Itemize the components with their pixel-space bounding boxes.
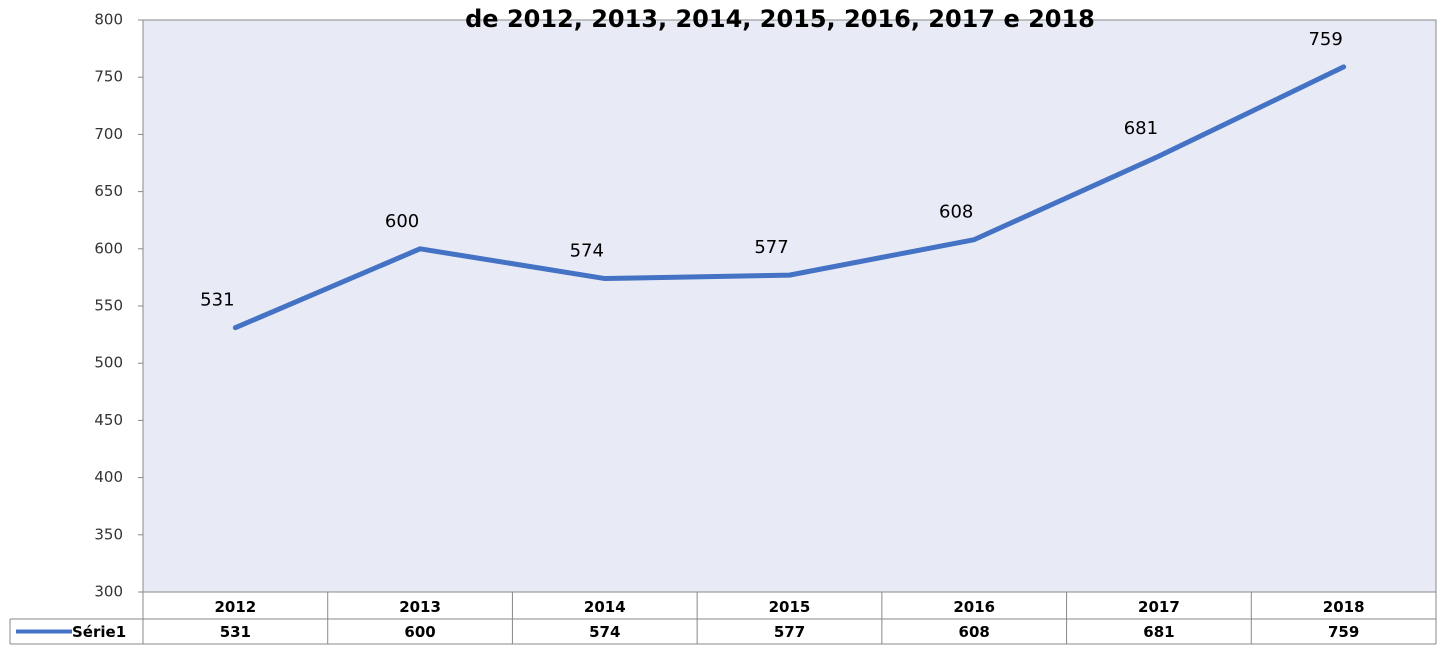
legend-label: Série1: [72, 623, 126, 641]
table-value: 574: [589, 623, 620, 641]
chart-title: de 2012, 2013, 2014, 2015, 2016, 2017 e …: [465, 5, 1095, 33]
table-value: 600: [404, 623, 435, 641]
data-label: 608: [939, 202, 973, 223]
y-tick-label: 350: [94, 525, 123, 543]
table-value: 577: [774, 623, 805, 641]
table-value: 608: [959, 623, 990, 641]
y-tick-label: 450: [94, 411, 123, 429]
y-tick-label: 650: [94, 182, 123, 200]
x-tick-label: 2017: [1138, 598, 1180, 616]
data-label: 759: [1308, 29, 1342, 50]
data-label: 574: [570, 241, 604, 262]
x-tick-label: 2013: [399, 598, 441, 616]
x-tick-label: 2015: [769, 598, 811, 616]
y-tick-label: 550: [94, 297, 123, 315]
y-tick-label: 300: [94, 583, 123, 601]
y-tick-label: 500: [94, 354, 123, 372]
table-value: 681: [1143, 623, 1174, 641]
data-label: 577: [754, 237, 788, 258]
series-line: [232, 64, 1347, 331]
x-tick-label: 2012: [214, 598, 256, 616]
x-tick-label: 2018: [1323, 598, 1365, 616]
table-value: 759: [1328, 623, 1359, 641]
y-tick-label: 700: [94, 125, 123, 143]
x-tick-label: 2014: [584, 598, 626, 616]
data-label: 600: [385, 211, 419, 232]
y-tick-label: 750: [94, 68, 123, 86]
y-tick-label: 800: [94, 11, 123, 29]
plot-area: [142, 19, 1437, 593]
y-tick-label: 400: [94, 468, 123, 486]
data-label: 681: [1124, 118, 1158, 139]
table-value: 531: [220, 623, 251, 641]
x-tick-label: 2016: [953, 598, 995, 616]
data-label: 531: [200, 290, 234, 311]
y-tick-label: 600: [94, 239, 123, 257]
